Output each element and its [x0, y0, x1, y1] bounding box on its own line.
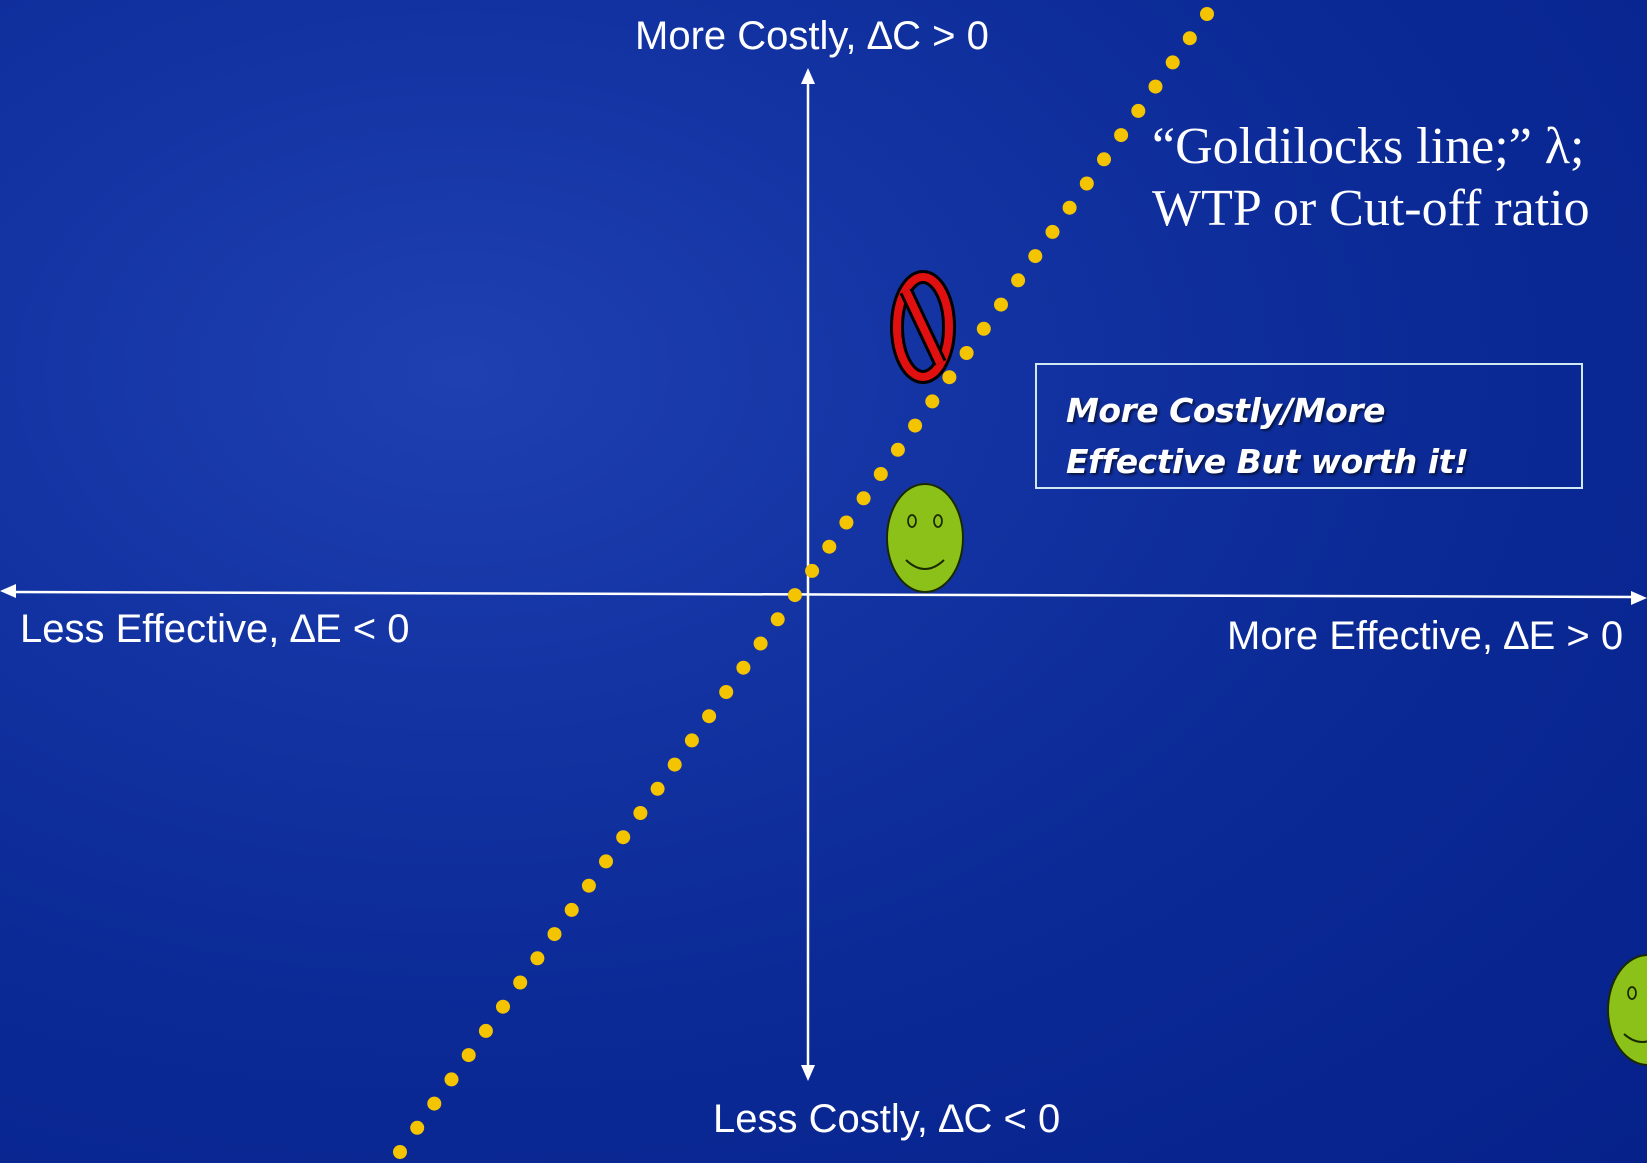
threshold-dot: [530, 951, 545, 966]
threshold-dot: [976, 321, 991, 336]
threshold-dot: [684, 733, 699, 748]
arrow-down-icon: [801, 1065, 815, 1081]
threshold-dot: [736, 660, 751, 675]
threshold-dot: [581, 878, 596, 893]
threshold-dot: [599, 854, 613, 869]
axis-label-less-effective: Less Effective, ∆E < 0: [20, 607, 410, 651]
arrow-left-icon: [0, 584, 16, 598]
threshold-dot: [1079, 176, 1094, 191]
axis-label-more-effective: More Effective, ∆E > 0: [1227, 614, 1624, 658]
threshold-line-label: “Goldilocks line;” λ; WTP or Cut-off rat…: [1152, 116, 1590, 240]
threshold-dot: [890, 442, 905, 457]
callout-line-1: More Costly/More: [1066, 391, 1386, 430]
axis-label-less-costly: Less Costly, ∆C < 0: [713, 1097, 1061, 1141]
threshold-dot: [942, 370, 957, 385]
callout-box: More Costly/More Effective But worth it!: [1035, 363, 1583, 489]
threshold-dot: [616, 830, 631, 845]
threshold-dot: [1011, 273, 1026, 288]
threshold-dot: [1148, 79, 1163, 94]
threshold-dot: [1062, 200, 1077, 215]
threshold-dot: [1165, 55, 1180, 70]
threshold-dot: [496, 999, 510, 1014]
arrow-up-icon: [801, 68, 815, 84]
threshold-dot: [873, 467, 888, 481]
threshold-dot: [753, 636, 768, 651]
threshold-dot: [770, 612, 785, 627]
threshold-dot: [444, 1072, 459, 1087]
threshold-dot: [1131, 103, 1146, 118]
threshold-dot: [393, 1145, 407, 1159]
threshold-dot: [925, 394, 940, 409]
threshold-dot: [513, 975, 528, 990]
threshold-dot: [633, 806, 648, 820]
threshold-dot: [719, 685, 734, 699]
threshold-dot: [461, 1048, 476, 1063]
arrow-right-icon: [1631, 591, 1647, 605]
threshold-dot: [427, 1096, 442, 1111]
threshold-dot: [839, 515, 854, 530]
threshold-dot: [805, 563, 820, 578]
threshold-dot: [822, 539, 837, 554]
threshold-label-line-1: “Goldilocks line;” λ;: [1152, 118, 1585, 175]
axis-label-more-costly: More Costly, ∆C > 0: [635, 14, 989, 58]
threshold-dot: [1200, 7, 1214, 21]
no-symbol-icon: [890, 270, 956, 384]
threshold-dot: [1045, 224, 1060, 239]
threshold-dot: [410, 1120, 425, 1135]
threshold-dot: [667, 757, 682, 772]
threshold-dot: [856, 491, 871, 506]
horizontal-axis: [11, 590, 1636, 599]
callout-line-2: Effective But worth it!: [1066, 442, 1469, 481]
threshold-label-line-2: WTP or Cut-off ratio: [1152, 180, 1590, 237]
smiley-face-icon-partial: [1607, 954, 1647, 1066]
threshold-dot: [1097, 152, 1111, 167]
threshold-dot: [1114, 128, 1129, 143]
threshold-line: [393, 7, 1214, 1159]
threshold-dot: [908, 418, 923, 433]
threshold-dot: [564, 902, 579, 917]
threshold-dot: [547, 927, 562, 942]
threshold-dot: [1028, 249, 1043, 264]
threshold-dot: [959, 346, 974, 360]
threshold-dot: [702, 709, 717, 724]
smiley-face-icon: [886, 483, 964, 593]
threshold-dot: [994, 297, 1008, 312]
threshold-dot: [478, 1023, 493, 1038]
threshold-dot: [1182, 31, 1197, 46]
threshold-dot: [650, 781, 665, 796]
threshold-dot: [787, 588, 802, 603]
